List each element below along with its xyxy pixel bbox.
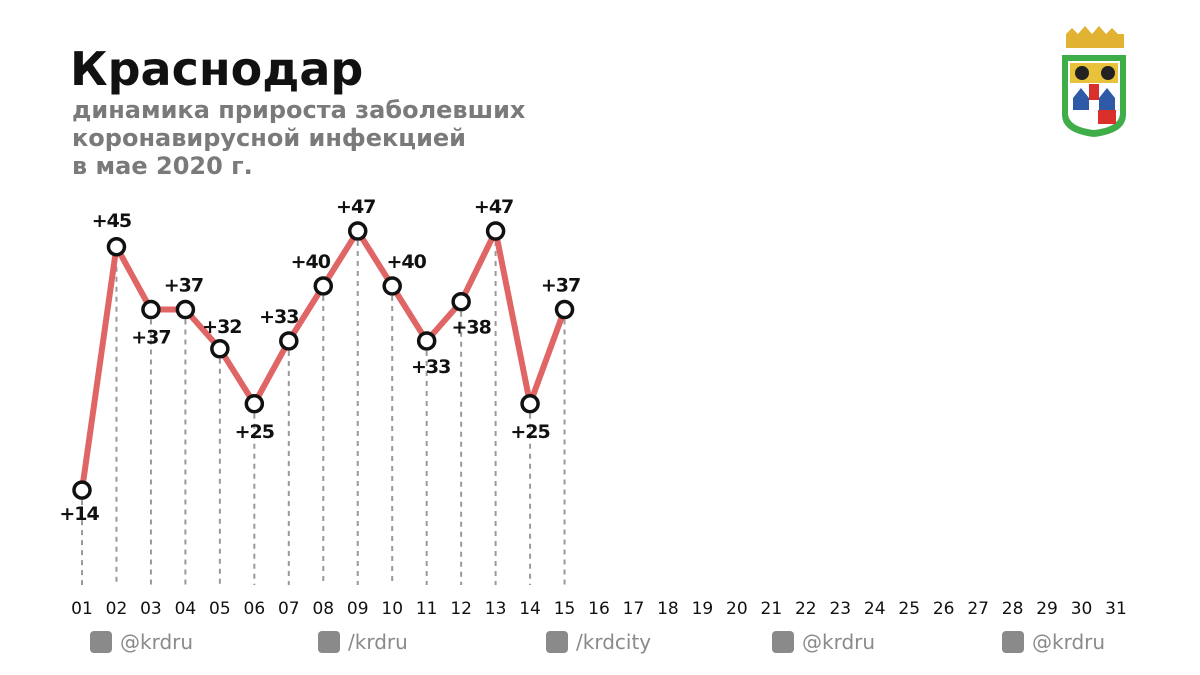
social-fb: /krdcity (546, 630, 651, 654)
x-tick-label: 23 (829, 599, 851, 619)
x-tick-label: 04 (175, 599, 197, 619)
x-tick-label: 06 (244, 599, 266, 619)
point (141, 299, 161, 320)
value-label: +33 (411, 356, 450, 378)
icon (772, 631, 794, 653)
point (210, 339, 230, 359)
x-tick-label: 15 (554, 599, 576, 619)
value-label: +37 (541, 275, 580, 297)
point (451, 291, 471, 312)
value-label: +40 (387, 251, 427, 273)
value-label: +37 (164, 275, 203, 297)
social-tg: @krdru (90, 630, 193, 654)
value-label: +33 (259, 306, 298, 328)
point (279, 331, 299, 351)
value-label: +37 (131, 327, 170, 349)
x-tick-label: 24 (864, 599, 886, 619)
social-tw: @krdru (772, 630, 875, 654)
x-tick-label: 14 (519, 599, 541, 619)
subtitle: в мае 2020 г. (72, 152, 253, 180)
x-tick-label: 22 (795, 599, 817, 619)
social-handle: @krdru (1032, 630, 1105, 654)
value-label: +40 (291, 251, 331, 273)
x-tick-label: 27 (967, 599, 989, 619)
x-tick-label: 31 (1105, 599, 1127, 619)
x-tick-label: 21 (761, 599, 783, 619)
x-tick-label: 03 (140, 599, 162, 619)
x-tick-label: 29 (1036, 599, 1058, 619)
value-label: +14 (59, 503, 99, 525)
value-label: +38 (451, 317, 491, 339)
social-ig: @krdru (1002, 630, 1105, 654)
drop-lines (81, 231, 566, 585)
x-tick-label: 13 (485, 599, 507, 619)
value-label: +25 (235, 421, 274, 443)
x-tick-label: 26 (933, 599, 955, 619)
x-tick-label: 20 (726, 599, 748, 619)
value-label: +47 (474, 196, 513, 218)
subtitle: коронавирусной инфекцией (72, 124, 466, 152)
icon (1002, 631, 1024, 653)
x-tick-label: 07 (278, 599, 300, 619)
social-handle: /krdcity (576, 630, 651, 654)
x-tick-label: 08 (312, 599, 334, 619)
value-label: +25 (510, 421, 549, 443)
x-tick-label: 11 (416, 599, 438, 619)
point (347, 221, 368, 241)
x-tick-label: 09 (347, 599, 369, 619)
x-tick-label: 25 (898, 599, 920, 619)
x-tick-label: 12 (450, 599, 472, 619)
coat-of-arms (1062, 26, 1126, 137)
icon (90, 631, 112, 653)
point (244, 394, 265, 414)
value-label: +45 (92, 210, 131, 232)
chart-title: Краснодар (70, 42, 363, 96)
x-tick-label: 18 (657, 599, 679, 619)
social-handle: @krdru (802, 630, 875, 654)
subtitle: динамика прироста заболевших (72, 96, 526, 124)
social-handle: @krdru (120, 630, 193, 654)
point (72, 480, 92, 500)
social-handle: /krdru (348, 630, 408, 654)
value-label: +32 (202, 316, 241, 338)
point (382, 276, 402, 296)
x-tick-label: 05 (209, 599, 231, 619)
x-tick-label: 16 (588, 599, 610, 619)
x-tick-label: 17 (623, 599, 645, 619)
point (520, 394, 540, 414)
x-tick-label: 28 (1002, 599, 1024, 619)
point (313, 276, 334, 296)
x-tick-label: 30 (1071, 599, 1093, 619)
icon (546, 631, 568, 653)
x-tick-label: 10 (381, 599, 403, 619)
point (554, 299, 575, 320)
social-vk: /krdru (318, 630, 408, 654)
point (416, 331, 437, 351)
x-tick-label: 19 (692, 599, 714, 619)
value-label: +47 (336, 196, 375, 218)
x-tick-label: 02 (106, 599, 128, 619)
point (106, 237, 127, 257)
icon (318, 631, 340, 653)
x-tick-label: 01 (71, 599, 93, 619)
point (175, 299, 196, 320)
point (485, 221, 506, 241)
